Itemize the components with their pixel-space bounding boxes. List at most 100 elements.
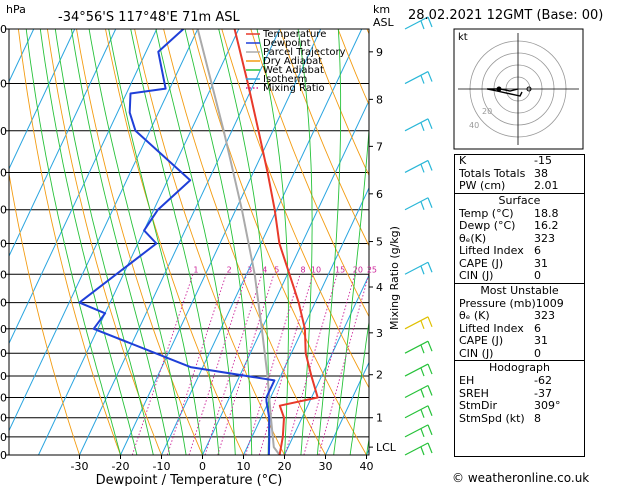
wind-barb-feather: [428, 262, 432, 272]
wind-barb: [405, 72, 432, 84]
surface-row: Lifted Index 6: [455, 245, 584, 258]
wind-barb-staff: [405, 119, 428, 131]
wind-barb: [405, 443, 432, 455]
wind-barb-feather: [428, 425, 432, 435]
temp-tick-label: -30: [71, 460, 89, 473]
wind-barb-staff: [405, 72, 428, 84]
wind-barb-staff: [405, 425, 428, 437]
most-unstable-value: 323: [534, 310, 580, 323]
wind-barb-feather: [428, 406, 432, 416]
surface-value: 6: [534, 245, 580, 258]
wind-barb-staff: [405, 262, 428, 274]
wind-barbs: [405, 17, 432, 455]
index-value: -15: [534, 155, 580, 168]
wind-barb-feather: [428, 443, 432, 453]
wind-barb: [405, 385, 432, 397]
surface-value: 0: [534, 270, 580, 283]
surface-row: Dewp (°C) 16.2: [455, 220, 584, 233]
surface-value: 16.2: [534, 220, 580, 233]
wind-barb-staff: [405, 317, 428, 329]
mixing-ratio-axis-label: Mixing Ratio (g/kg): [388, 226, 401, 330]
surface-label: Lifted Index: [459, 245, 534, 258]
wind-barb: [405, 119, 432, 131]
temp-tick-label: 10: [237, 460, 251, 473]
hodograph-stat-label: StmSpd (kt): [459, 413, 534, 426]
datetime-title: 28.02.2021 12GMT (Base: 00): [408, 8, 603, 23]
temp-tick-label: 30: [319, 460, 333, 473]
hodograph-ring-label: 20: [482, 107, 492, 116]
surface-row: CIN (J) 0: [455, 270, 584, 283]
hodograph-stat-value: 8: [534, 413, 580, 426]
wind-barb-staff: [405, 443, 428, 455]
legend-label: Mixing Ratio: [263, 83, 325, 94]
wind-barb-feather: [428, 72, 432, 82]
wind-barb-feather: [428, 160, 432, 170]
mixing-ratio-label: 5: [274, 265, 279, 274]
dry-adiabat-line: [600, 29, 629, 455]
wind-barb-feather: [428, 198, 432, 208]
km-tick-label: 7: [376, 140, 383, 153]
most-unstable-rows: Pressure (mb) 1009 θₑ (K) 323 Lifted Index 6 C…: [455, 298, 584, 361]
wind-barb-feather: [421, 447, 424, 455]
mixing-ratio-label: 2: [227, 265, 232, 274]
km-tick-label: 2: [376, 369, 383, 382]
km-tick-label: 3: [376, 327, 383, 340]
km-tick-label: LCL: [376, 441, 397, 454]
wind-barb-feather: [421, 429, 424, 437]
isotherm-line: [0, 29, 75, 455]
wind-barb-staff: [405, 341, 428, 353]
mixing-ratio-label: 15: [335, 265, 345, 274]
index-label: PW (cm): [459, 180, 534, 193]
hodograph-stat-label: StmDir: [459, 400, 534, 413]
index-value: 2.01: [534, 180, 580, 193]
hodograph-unit: kt: [458, 32, 468, 43]
wind-barb-staff: [405, 406, 428, 418]
dewpoint-line: [79, 29, 274, 455]
km-tick-label: 1: [376, 412, 383, 425]
wind-barb-feather: [421, 76, 424, 84]
wind-barb-staff: [405, 198, 428, 210]
isotherm-line: [0, 29, 198, 455]
wind-barb-feather: [428, 119, 432, 129]
wind-barb-feather: [421, 164, 424, 172]
wind-barb-feather: [421, 389, 424, 397]
wet-adiabat-line: [131, 29, 219, 455]
asl-label: ASL: [373, 16, 395, 29]
indices-table: K -15 Totals Totals 38 PW (cm) 2.01 Surface T…: [454, 154, 585, 457]
location-title: -34°56'S 117°48'E 71m ASL: [58, 10, 240, 25]
hodograph-stat-value: 309°: [534, 400, 580, 413]
mixing-ratio-label: 10: [311, 265, 321, 274]
wind-barb-feather: [421, 345, 424, 353]
mixing-ratio-label: 1: [193, 265, 198, 274]
most-unstable-label: θₑ (K): [459, 310, 534, 323]
mixing-ratio-label: 8: [301, 265, 306, 274]
wind-barb-staff: [405, 160, 428, 172]
km-tick-label: 9: [376, 46, 383, 59]
temp-tick-label: 40: [360, 460, 374, 473]
temp-tick-label: 0: [199, 460, 206, 473]
temp-tick-label: -10: [153, 460, 171, 473]
mixing-ratio-label: 20: [353, 265, 363, 274]
hodograph-stat-label: EH: [459, 375, 534, 388]
wind-barb-staff: [405, 364, 428, 376]
hodograph-stat-row: StmDir 309°: [455, 400, 584, 413]
wind-barb: [405, 406, 432, 418]
hodograph-stat-row: EH -62: [455, 375, 584, 388]
km-tick-label: 6: [376, 188, 383, 201]
km-label: km: [373, 3, 390, 16]
most-unstable-row: CAPE (J) 31: [455, 335, 584, 348]
wind-barb-feather: [421, 410, 424, 418]
temp-tick-label: -20: [112, 460, 130, 473]
surface-label: CIN (J): [459, 270, 534, 283]
surface-heading: Surface: [455, 193, 584, 208]
most-unstable-value: 31: [534, 335, 580, 348]
index-row: K -15: [455, 155, 584, 168]
surface-label: Dewp (°C): [459, 220, 534, 233]
hodograph-stat-row: StmSpd (kt) 8: [455, 413, 584, 426]
index-label: K: [459, 155, 534, 168]
hpa-label: hPa: [6, 3, 26, 16]
axes: 3003504004505005506006507007508008509009…: [0, 23, 397, 473]
wet-adiabat-line: [26, 29, 120, 455]
wind-barb: [405, 198, 432, 210]
km-tick-label: 5: [376, 236, 383, 249]
